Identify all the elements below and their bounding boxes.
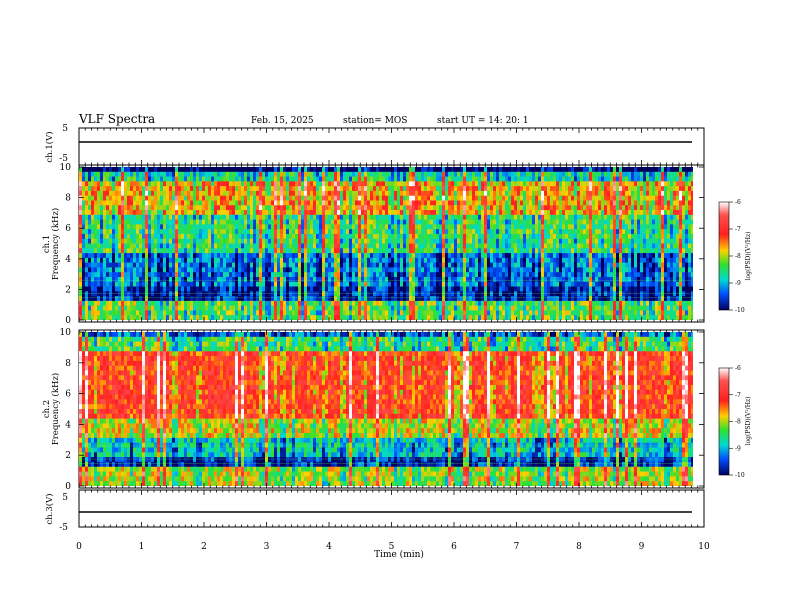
ch2-spectrogram xyxy=(79,332,693,486)
colorbar-tick-label: -9 xyxy=(735,280,741,287)
ch2-colorbar xyxy=(718,367,730,476)
x-tick-label: 8 xyxy=(576,542,582,552)
ch1-colorbar-ticks: -6 -7 -8 -9 -10 xyxy=(729,199,745,314)
ch2-colorbar-ticks: -6 -7 -8 -9 -10 xyxy=(729,365,745,479)
ch3-ytick-bottom: -5 xyxy=(59,523,68,533)
colorbar-tick-label: -7 xyxy=(735,226,741,233)
y-tick-label: 10 xyxy=(60,328,72,338)
y-tick-label: 6 xyxy=(65,224,71,234)
ch2-colorbar-label: log(PSD)(V²/Hz) xyxy=(745,397,752,446)
colorbar-tick-label: -8 xyxy=(735,419,741,426)
colorbar-tick-label: -10 xyxy=(735,307,745,314)
x-tick-label: 10 xyxy=(698,542,710,552)
ch1-waveform-frame xyxy=(78,127,705,166)
ch2-spectrogram-ylabel: Frequency (kHz) xyxy=(50,373,61,445)
y-tick-label: 2 xyxy=(65,285,71,295)
axis-ticks xyxy=(78,128,705,527)
colorbar-tick-label: -6 xyxy=(735,199,741,206)
y-tick-label: 0 xyxy=(65,316,71,326)
y-tick-label: 0 xyxy=(65,482,71,492)
x-tick-label: 2 xyxy=(201,542,207,552)
x-tick-label: 9 xyxy=(639,542,645,552)
colorbar-tick-label: -6 xyxy=(735,365,741,372)
ch1-spectrogram xyxy=(79,167,693,320)
y-tick-label: 4 xyxy=(65,255,71,265)
ch1-spectrogram-yticks: 0 2 4 6 8 10 xyxy=(60,163,704,326)
ch1-colorbar xyxy=(718,201,730,311)
ch1-ytick-top: 5 xyxy=(62,124,68,134)
x-tick-label: 5 xyxy=(389,542,395,552)
ch1-colorbar-label: log(PSD)(V²/Hz) xyxy=(745,232,752,281)
x-tick-label: 4 xyxy=(326,542,332,552)
x-tick-labels: 0 1 2 3 4 5 6 7 8 9 10 xyxy=(76,542,710,552)
y-tick-label: 4 xyxy=(65,420,71,430)
ch2-spectrogram-channel-label: ch.2 xyxy=(42,400,52,418)
x-axis-label: Time (min) xyxy=(374,549,424,560)
colorbar-tick-label: -8 xyxy=(735,253,741,260)
x-tick-label: 6 xyxy=(451,542,457,552)
colorbar-tick-label: -7 xyxy=(735,392,741,399)
ch1-waveform-ylabel: ch.1(V) xyxy=(44,131,55,162)
colorbar-tick-label: -10 xyxy=(735,472,745,479)
x-tick-label: 1 xyxy=(139,542,145,552)
y-tick-label: 6 xyxy=(65,390,71,400)
x-tick-label: 7 xyxy=(514,542,520,552)
ch2-spectrogram-yticks: 0 2 4 6 8 10 xyxy=(60,328,704,492)
y-tick-label: 10 xyxy=(60,163,72,173)
start-ut-label: start UT = 14: 20: 1 xyxy=(437,116,529,126)
y-tick-label: 8 xyxy=(65,359,71,369)
colorbar-tick-label: -9 xyxy=(735,445,741,452)
ch1-ytick-bottom: -5 xyxy=(59,154,68,164)
ch3-waveform-frame xyxy=(78,489,705,528)
ch3-ytick-top: 5 xyxy=(62,493,68,503)
ch1-spectrogram-channel-label: ch.1 xyxy=(42,235,52,253)
station-label: station= MOS xyxy=(343,116,407,126)
ch3-waveform-ylabel: ch.3(V) xyxy=(44,493,55,524)
x-tick-label: 0 xyxy=(76,542,82,552)
y-tick-label: 2 xyxy=(65,451,71,461)
figure-title: VLF Spectra xyxy=(78,112,155,126)
ch1-spectrogram-ylabel: Frequency (kHz) xyxy=(50,208,61,280)
y-tick-label: 8 xyxy=(65,194,71,204)
x-tick-label: 3 xyxy=(264,542,270,552)
date-label: Feb. 15, 2025 xyxy=(251,116,314,126)
